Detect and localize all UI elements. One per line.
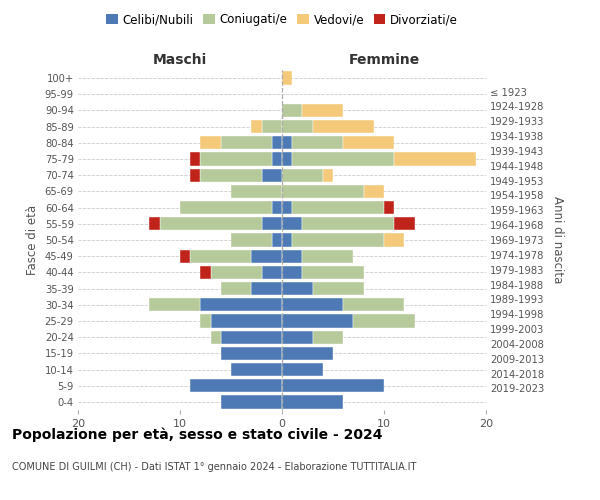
Text: Femmine: Femmine (349, 53, 419, 67)
Bar (190, 379, 282, 392)
Bar (282, 396, 343, 408)
Bar (272, 136, 282, 149)
Bar (384, 201, 394, 214)
Bar (282, 185, 364, 198)
Bar (251, 282, 282, 295)
Bar (221, 346, 282, 360)
Bar (282, 298, 343, 312)
Bar (200, 298, 282, 312)
Bar (272, 234, 282, 246)
Bar (262, 120, 282, 134)
Bar (282, 168, 323, 182)
Bar (282, 363, 323, 376)
Bar (282, 330, 313, 344)
Bar (384, 234, 404, 246)
Bar (282, 72, 292, 85)
Bar (282, 201, 292, 214)
Bar (211, 266, 262, 279)
Bar (313, 330, 343, 344)
Bar (251, 250, 282, 263)
Bar (292, 201, 384, 214)
Bar (302, 266, 364, 279)
Bar (282, 346, 333, 360)
Bar (282, 282, 313, 295)
Bar (353, 314, 415, 328)
Text: Popolazione per età, sesso e stato civile - 2024: Popolazione per età, sesso e stato civil… (12, 428, 383, 442)
Bar (262, 266, 282, 279)
Bar (292, 152, 394, 166)
Y-axis label: Anni di nascita: Anni di nascita (551, 196, 564, 284)
Bar (282, 136, 292, 149)
Bar (221, 396, 282, 408)
Bar (262, 217, 282, 230)
Bar (302, 104, 343, 117)
Text: Maschi: Maschi (153, 53, 207, 67)
Bar (282, 217, 302, 230)
Text: COMUNE DI GUILMI (CH) - Dati ISTAT 1° gennaio 2024 - Elaborazione TUTTITALIA.IT: COMUNE DI GUILMI (CH) - Dati ISTAT 1° ge… (12, 462, 416, 472)
Bar (221, 330, 282, 344)
Bar (211, 314, 282, 328)
Bar (292, 136, 343, 149)
Bar (394, 217, 415, 230)
Bar (149, 298, 200, 312)
Legend: Celibi/Nubili, Coniugati/e, Vedovi/e, Divorziati/e: Celibi/Nubili, Coniugati/e, Vedovi/e, Di… (104, 11, 460, 28)
Bar (282, 104, 302, 117)
Bar (282, 250, 302, 263)
Bar (160, 217, 262, 230)
Bar (302, 217, 394, 230)
Bar (282, 152, 292, 166)
Bar (302, 250, 353, 263)
Bar (313, 120, 374, 134)
Bar (190, 168, 200, 182)
Bar (323, 168, 333, 182)
Bar (231, 363, 282, 376)
Bar (343, 136, 394, 149)
Bar (200, 314, 211, 328)
Bar (282, 266, 302, 279)
Bar (282, 314, 353, 328)
Bar (211, 330, 221, 344)
Bar (282, 234, 292, 246)
Bar (272, 152, 282, 166)
Bar (200, 152, 272, 166)
Bar (251, 120, 262, 134)
Bar (292, 234, 384, 246)
Bar (282, 120, 313, 134)
Bar (262, 168, 282, 182)
Bar (200, 136, 221, 149)
Bar (231, 234, 272, 246)
Bar (313, 282, 364, 295)
Bar (221, 136, 272, 149)
Bar (231, 185, 282, 198)
Bar (200, 168, 262, 182)
Bar (282, 379, 384, 392)
Y-axis label: Fasce di età: Fasce di età (26, 205, 39, 275)
Bar (343, 298, 404, 312)
Bar (149, 217, 160, 230)
Bar (190, 250, 251, 263)
Bar (364, 185, 384, 198)
Bar (272, 201, 282, 214)
Bar (180, 250, 190, 263)
Bar (180, 201, 272, 214)
Bar (200, 266, 211, 279)
Bar (394, 152, 476, 166)
Bar (190, 152, 200, 166)
Bar (221, 282, 251, 295)
